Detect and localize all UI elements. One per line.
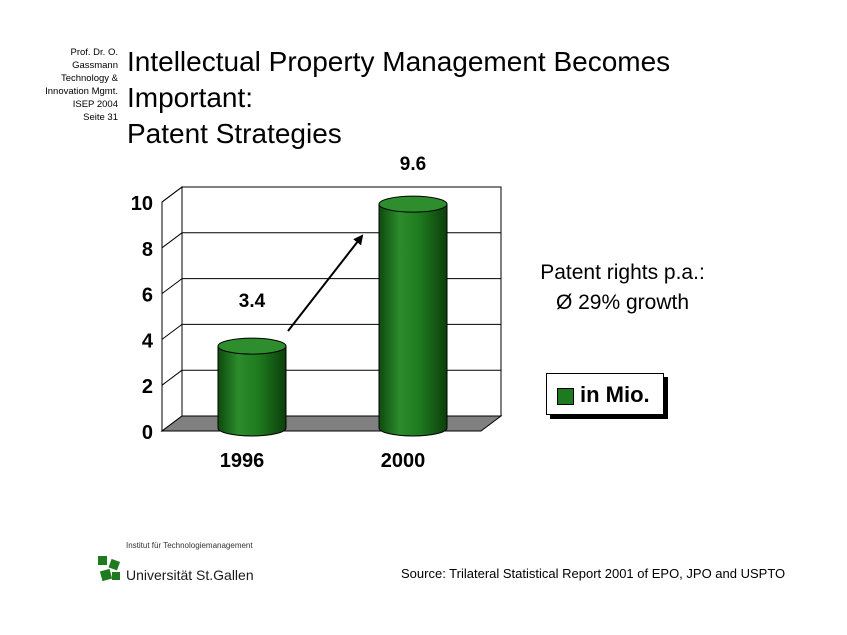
y-tick-label: 0 bbox=[142, 422, 153, 444]
chart-floor bbox=[160, 415, 503, 432]
bar-top bbox=[217, 337, 287, 355]
y-tick-label: 6 bbox=[142, 285, 153, 307]
gridline bbox=[161, 323, 183, 340]
slide-title: Intellectual Property Management Becomes… bbox=[127, 44, 827, 152]
institute-name: Institut für Technologiemanagement bbox=[126, 541, 253, 550]
gridline bbox=[161, 369, 183, 386]
presenter-note-line: Seite 31 bbox=[83, 112, 118, 123]
y-tick-label: 4 bbox=[142, 330, 154, 352]
legend-label: in Mio. bbox=[580, 382, 650, 407]
y-tick-label: 8 bbox=[142, 239, 153, 261]
growth-note-line: Patent rights p.a.: bbox=[540, 261, 705, 284]
presenter-note: Prof. Dr. O. Gassmann Technology & Innov… bbox=[20, 46, 118, 124]
y-tick-label: 10 bbox=[131, 193, 153, 215]
bar-2000 bbox=[378, 195, 448, 437]
bar-value-label: 9.6 bbox=[400, 154, 426, 175]
slide-title-line: Intellectual Property Management Becomes bbox=[127, 46, 671, 77]
growth-note: Patent rights p.a.: Ø 29% growth bbox=[500, 258, 745, 318]
presenter-note-line: Innovation Mgmt. bbox=[45, 86, 118, 97]
university-emblem-icon bbox=[98, 556, 121, 582]
gridline bbox=[161, 186, 183, 203]
gridline bbox=[161, 278, 183, 295]
bar-body bbox=[217, 345, 287, 437]
patent-bar-chart: 0 2 4 6 8 10 3.4 9.6 1996 2000 bbox=[131, 154, 503, 472]
bar-value-label: 3.4 bbox=[239, 291, 266, 312]
x-tick-label: 2000 bbox=[381, 450, 426, 472]
chart-legend: in Mio. bbox=[546, 373, 664, 415]
growth-note-line: Ø 29% growth bbox=[555, 291, 690, 314]
bar-top bbox=[378, 195, 448, 213]
y-tick-label: 2 bbox=[142, 376, 153, 398]
university-name: Universität St.Gallen bbox=[126, 567, 254, 583]
growth-arrow bbox=[287, 234, 364, 332]
presenter-note-line: Technology & bbox=[60, 73, 118, 84]
x-tick-label: 1996 bbox=[220, 450, 265, 472]
legend-swatch bbox=[557, 388, 574, 405]
presenter-note-line: ISEP 2004 bbox=[72, 99, 118, 110]
bar-1996 bbox=[217, 337, 287, 437]
university-logo: Institut für Technologiemanagement Unive… bbox=[96, 538, 256, 588]
source-note: Source: Trilateral Statistical Report 20… bbox=[401, 566, 786, 581]
bar-body bbox=[378, 203, 448, 437]
slide-title-line: Patent Strategies bbox=[127, 118, 342, 149]
chart-side-wall bbox=[161, 186, 183, 432]
gridline bbox=[161, 232, 183, 249]
slide-title-line: Important: bbox=[127, 82, 254, 113]
presenter-note-line: Prof. Dr. O. bbox=[70, 47, 118, 58]
presenter-note-line: Gassmann bbox=[72, 60, 118, 71]
